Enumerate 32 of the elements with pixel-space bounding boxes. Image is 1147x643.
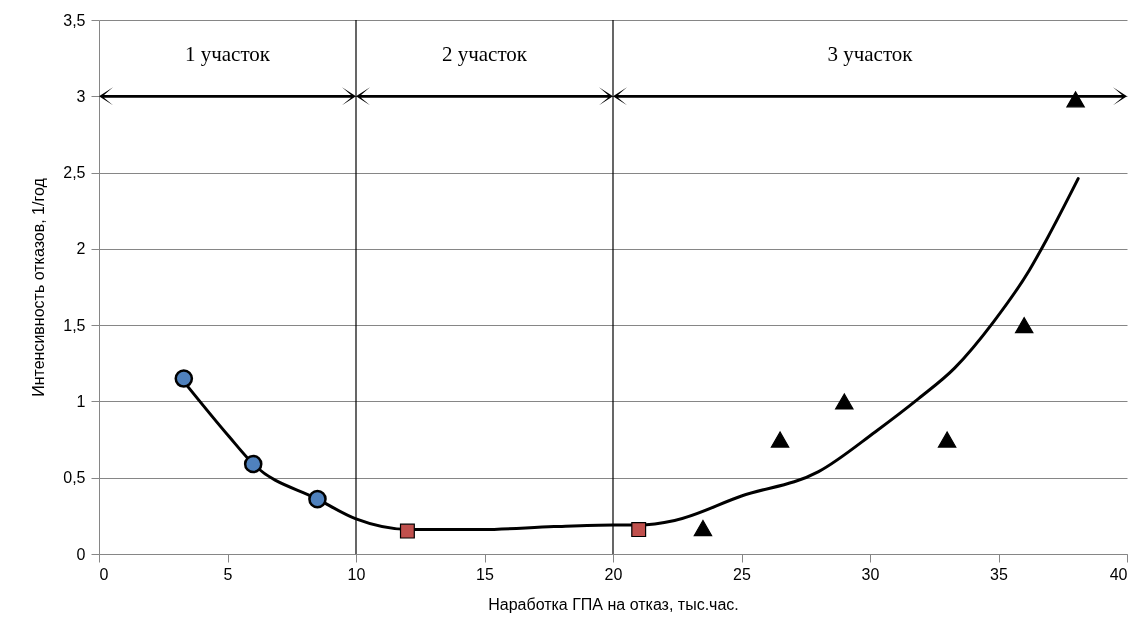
x-tick-label: 20 [604, 565, 623, 583]
point [243, 454, 263, 474]
x-tick-label: 5 [223, 565, 233, 583]
x-tick-label: 15 [476, 565, 494, 583]
point [835, 393, 854, 410]
point [693, 519, 713, 537]
y-tick-label: 1,5 [63, 316, 86, 334]
point [770, 431, 790, 448]
y-tick-label: 0 [76, 545, 86, 563]
point [937, 431, 957, 448]
y-tick-label: 2,5 [63, 164, 86, 182]
point [174, 369, 194, 388]
point [1014, 317, 1034, 334]
annotation: 3 участок [827, 41, 914, 66]
x-tick-label: 0 [99, 565, 109, 583]
annotation: 1 участок [184, 41, 271, 66]
y-tick-label: 3 [76, 87, 86, 105]
y-tick-label: 2 [76, 240, 86, 258]
x-tick-label: 35 [990, 565, 1008, 583]
x-tick-label: 25 [733, 565, 751, 583]
y-axis-title: Интенсивность отказов, 1/год [30, 177, 48, 397]
point [399, 523, 415, 539]
x-tick-label: 30 [861, 565, 880, 583]
y-tick-label: 1 [76, 392, 86, 410]
annotation: 2 участок [441, 41, 528, 66]
y-tick-label: 0,5 [63, 469, 86, 487]
x-tick-label: 40 [1109, 565, 1128, 583]
point [631, 522, 647, 538]
point [308, 489, 327, 509]
x-axis-title: Наработка ГПА на отказ, тыс.час. [488, 595, 739, 613]
x-tick-label: 10 [347, 565, 366, 583]
y-tick-label: 3,5 [63, 11, 86, 29]
